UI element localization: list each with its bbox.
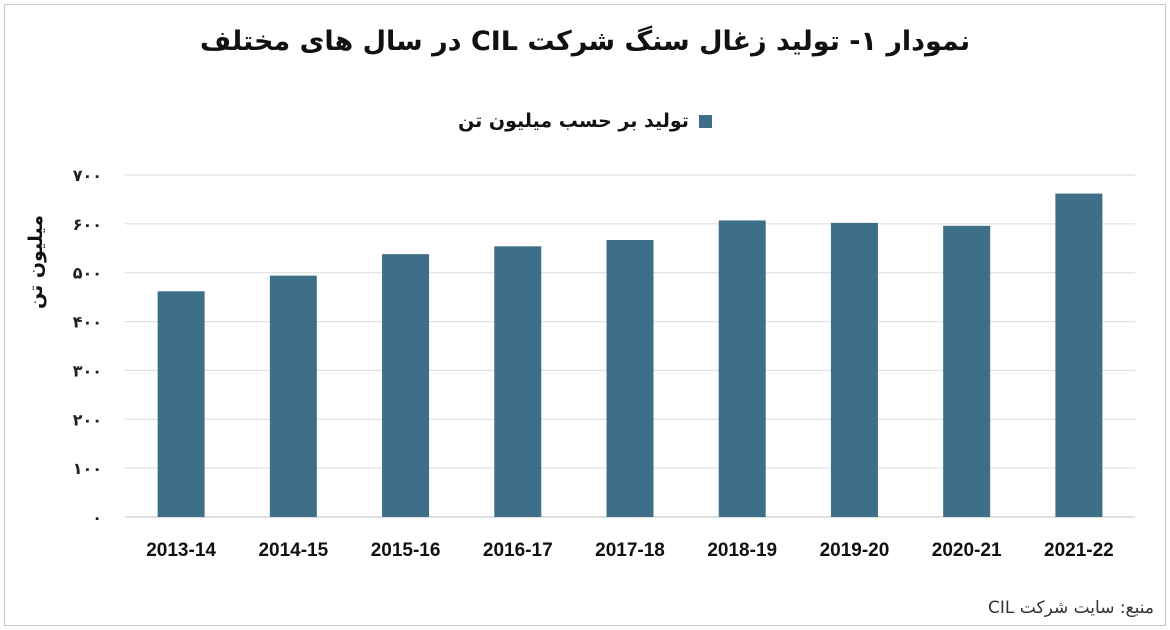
bar (943, 225, 991, 517)
y-tick-label: ۷۰۰ (73, 166, 102, 185)
y-tick-label: ۵۰۰ (73, 264, 102, 283)
x-tick-label: 2018-19 (707, 540, 777, 561)
y-tick-label: ۰ (92, 508, 102, 527)
legend-label: تولید بر حسب میلیون تن (458, 110, 689, 132)
bars (157, 193, 1103, 518)
bar (830, 222, 878, 517)
source-note: منبع: سایت شرکت CIL (988, 598, 1154, 618)
bar (494, 246, 542, 517)
bar (718, 220, 766, 518)
x-tick-labels: 2013-14 2014-15 2015-16 2016-17 2017-18 2018-… (146, 540, 1114, 561)
bar (1055, 193, 1103, 517)
chart-legend: تولید بر حسب میلیون تن (0, 110, 1170, 132)
x-tick-label: 2016-17 (483, 540, 553, 561)
bar (157, 291, 205, 517)
x-tick-label: 2015-16 (371, 540, 441, 561)
y-tick-label: ۱۰۰ (73, 459, 102, 478)
y-tick-label: ۳۰۰ (73, 361, 102, 380)
x-tick-label: 2014-15 (258, 540, 328, 561)
y-tick-labels: ۰ ۱۰۰ ۲۰۰ ۳۰۰ ۴۰۰ ۵۰۰ ۶۰۰ ۷۰۰ (73, 166, 102, 527)
x-tick-label: 2013-14 (146, 540, 216, 561)
chart-title: نمودار ۱- تولید زغال سنگ شرکت CIL در سال… (199, 26, 971, 57)
x-tick-label: 2019-20 (820, 540, 890, 561)
x-tick-label: 2017-18 (595, 540, 665, 561)
y-tick-label: ۴۰۰ (73, 313, 102, 332)
y-tick-label: ۶۰۰ (73, 215, 102, 234)
x-tick-label: 2020-21 (932, 540, 1002, 561)
x-tick-label: 2021-22 (1044, 540, 1114, 561)
y-tick-label: ۲۰۰ (73, 410, 102, 429)
legend-swatch (698, 114, 712, 128)
bar (269, 275, 317, 517)
bar (382, 254, 430, 518)
bar (606, 239, 654, 518)
